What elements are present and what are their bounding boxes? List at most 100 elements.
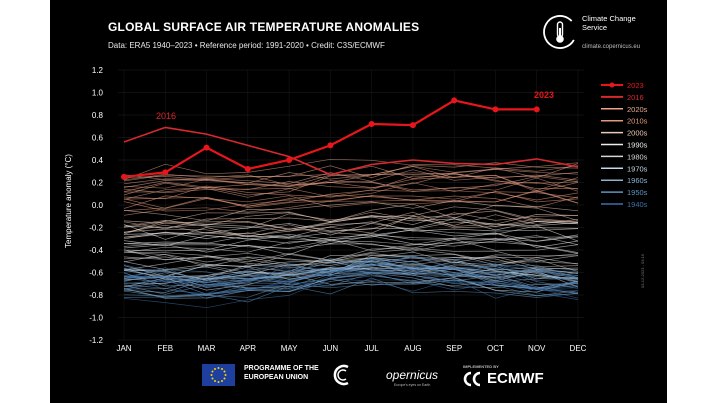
legend-label-1980s: 1980s: [627, 152, 648, 161]
year-line-1940s: [123, 268, 579, 294]
y-tick-label: 1.2: [92, 66, 104, 75]
point-2023: [451, 97, 458, 104]
footer-logos: PROGRAMME OF THE EUROPEAN UNION opernicu…: [50, 357, 667, 403]
chart-panel: 1.2 1.0 0.8 0.6 0.4 0.2 0.0 -0.2 -0.4 -0.6 -0.8 -1.…: [50, 0, 667, 403]
point-2023: [533, 106, 540, 113]
year-line-1950s: [123, 272, 579, 296]
year-line-1950s: [123, 261, 579, 290]
c3s-url: climate.copernicus.eu: [582, 44, 641, 50]
year-line-1990s: [123, 241, 579, 253]
year-line-1990s: [123, 218, 579, 235]
highlight-year-lines: [121, 97, 579, 180]
c3s-service-name: Climate Change Service: [582, 14, 636, 32]
year-line-1940s: [123, 257, 579, 282]
point-2023: [162, 169, 169, 176]
year-line-2020s: [123, 165, 579, 186]
annotation-2023: 2023: [534, 90, 554, 100]
x-tick-label: JUL: [365, 344, 380, 353]
eu-programme-text: PROGRAMME OF THE EUROPEAN UNION: [244, 365, 319, 381]
x-tick-label: MAY: [281, 344, 298, 353]
y-tick-label: 0.4: [92, 156, 104, 165]
series-line-2016: [123, 126, 579, 176]
x-axis-ticks: JAN FEB MAR APR MAY JUN JUL AUG SEP OCT NOV DEC: [116, 344, 586, 353]
point-2023: [244, 166, 251, 172]
x-tick-label: NOV: [528, 344, 546, 353]
year-line-2000s: [123, 211, 579, 234]
ecmwf-logo-icon: [463, 371, 481, 387]
year-line-1980s: [123, 238, 579, 254]
year-line-1980s: [123, 251, 579, 270]
legend-label-1940s: 1940s: [627, 200, 648, 209]
ecmwf-wordmark: ECMWF: [487, 370, 544, 387]
point-2023: [121, 173, 127, 180]
year-line-1940s: [123, 272, 579, 295]
chart-title: GLOBAL SURFACE AIR TEMPERATURE ANOMALIES: [108, 20, 420, 34]
copernicus-wordmark: opernicus: [386, 368, 439, 382]
y-tick-label: -1.2: [89, 336, 103, 345]
legend-label-2016: 2016: [627, 93, 644, 102]
legend-label-1970s: 1970s: [627, 164, 648, 173]
year-line-1990s: [123, 225, 579, 242]
x-tick-label: DEC: [570, 344, 587, 353]
year-line-2020s: [123, 169, 579, 188]
year-line-1990s: [123, 239, 579, 256]
point-2023: [286, 157, 293, 163]
point-2023: [327, 142, 334, 149]
year-line-2000s: [123, 200, 579, 222]
year-line-1960s: [123, 278, 579, 295]
legend-label-1950s: 1950s: [627, 188, 648, 197]
legend-label-1960s: 1960s: [627, 176, 648, 185]
y-tick-label: 0.2: [92, 179, 104, 188]
timestamp-watermark: 03-12-2023 - 03:19: [640, 253, 645, 288]
year-line-1980s: [123, 253, 579, 268]
year-line-1990s: [123, 221, 579, 240]
y-tick-label: 0.6: [92, 134, 104, 143]
background-year-lines: [123, 158, 579, 309]
x-tick-label: MAR: [198, 344, 216, 353]
annotation-2016: 2016: [156, 111, 176, 121]
point-2023: [203, 144, 210, 151]
x-tick-label: JAN: [116, 344, 131, 353]
y-axis-label: Temperature anomaly (°C): [64, 154, 73, 248]
copernicus-tagline: Europe's eyes on Earth: [394, 383, 431, 387]
eu-flag-icon: [202, 364, 235, 386]
year-line-2000s: [123, 214, 579, 230]
y-tick-label: -0.4: [89, 246, 103, 255]
year-line-2010s: [123, 189, 579, 209]
temperature-chart: 1.2 1.0 0.8 0.6 0.4 0.2 0.0 -0.2 -0.4 -0.6 -0.8 -1.…: [64, 66, 648, 353]
year-line-2010s: [123, 173, 579, 189]
year-line-1980s: [123, 235, 579, 247]
year-line-1940s: [123, 278, 579, 309]
y-tick-label: 1.0: [92, 89, 104, 98]
year-line-2020s: [123, 162, 579, 184]
year-line-1990s: [123, 232, 579, 249]
year-line-2020s: [123, 163, 579, 181]
legend-label-2000s: 2000s: [627, 129, 648, 138]
year-line-1940s: [123, 262, 579, 287]
y-tick-label: 0.8: [92, 111, 104, 120]
year-line-1980s: [123, 249, 579, 267]
y-tick-label: -0.6: [89, 269, 103, 278]
implemented-by-text: IMPLEMENTED BY: [463, 364, 499, 369]
copernicus-logo-icon: [333, 364, 349, 386]
y-axis-ticks: 1.2 1.0 0.8 0.6 0.4 0.2 0.0 -0.2 -0.4 -0.6 -0.8 -1.…: [89, 66, 103, 345]
year-line-1980s: [123, 251, 579, 264]
x-tick-label: FEB: [157, 344, 173, 353]
x-tick-label: SEP: [446, 344, 462, 353]
y-tick-label: -0.8: [89, 291, 103, 300]
x-tick-label: AUG: [404, 344, 421, 353]
year-line-1940s: [123, 279, 579, 300]
y-tick-label: -0.2: [89, 224, 103, 233]
legend-label-2010s: 2010s: [627, 117, 648, 126]
legend-label-2020s: 2020s: [627, 105, 648, 114]
year-line-1990s: [123, 232, 579, 242]
year-line-2000s: [123, 203, 579, 228]
year-line-1980s: [123, 248, 579, 264]
legend: 2023 2016 2020s 2010s 2000s 1990s 1980s 1970s 19…: [601, 81, 648, 209]
year-line-2010s: [123, 177, 579, 200]
legend-label-1990s: 1990s: [627, 141, 648, 150]
year-line-1980s: [123, 256, 579, 271]
x-tick-label: OCT: [487, 344, 504, 353]
year-line-1960s: [123, 274, 579, 299]
year-line-1990s: [123, 215, 579, 232]
